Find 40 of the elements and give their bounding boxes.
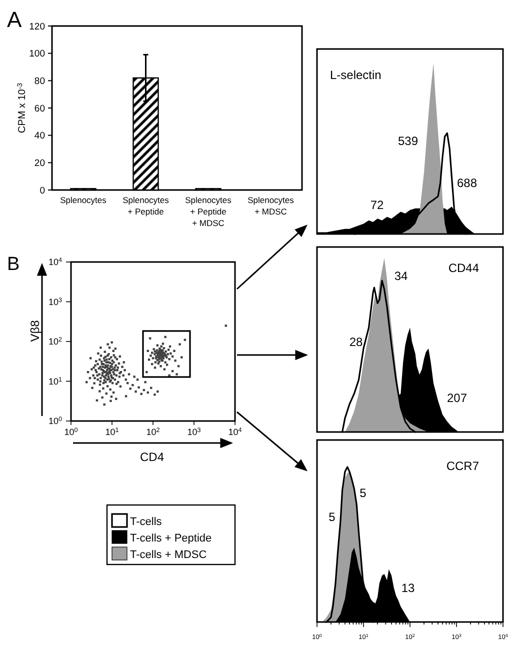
x-tick-label: 10$^{4}$ [228, 426, 242, 437]
x-tick-label: 10$^{2}$ [146, 426, 160, 437]
annotation: 539 [398, 134, 418, 148]
annotation: 207 [446, 391, 468, 405]
y-tick-label: 80 [34, 76, 45, 87]
y-tick-label: 40 [34, 130, 45, 142]
y-tick-label: 20 [34, 158, 45, 169]
chart-title: CCR7 [446, 459, 480, 473]
annotation: 688 [456, 176, 478, 190]
y-tick-label: 0 [40, 185, 45, 196]
y-tick-label: 60 [34, 103, 45, 114]
text: B [7, 254, 20, 275]
y-tick-label: 120 [29, 21, 45, 32]
text: A [7, 7, 22, 32]
x-tick-label: Splenocytes + Peptide [122, 195, 169, 216]
annotation: 13 [401, 581, 415, 595]
annotation: 5 [328, 510, 336, 524]
annotation: 72 [370, 198, 384, 212]
x-axis-title: CD4 [140, 450, 164, 464]
x-tick-label: 10$^{0}$ [64, 426, 78, 437]
x-tick-label: Splenocytes [60, 195, 106, 205]
y-tick-label: 10$^{4}$ [48, 256, 62, 268]
y-tick-label: 100 [29, 48, 45, 60]
x-tick-label: 10$^{1}$ [105, 426, 120, 437]
y-tick-label: 10$^{1}$ [48, 376, 62, 386]
x-tick-label: 10$^{3}$ [187, 426, 202, 437]
x-tick-label: Splenocytes + MDSC [248, 195, 294, 216]
y-tick-label: 10$^{3}$ [48, 296, 62, 307]
y-tick-label: 10$^{2}$ [48, 336, 62, 347]
y-axis-title: Vβ8 [28, 320, 42, 342]
legend-label: T-cells + Peptide [130, 532, 212, 544]
annotation: 5 [360, 486, 367, 500]
text: L-selectin [330, 68, 382, 82]
annotation: 28 [349, 335, 363, 349]
legend-label: T-cells + MDSC [130, 549, 207, 561]
annotation: 34 [394, 269, 408, 283]
y-tick-label: 10$^{0}$ [48, 416, 62, 426]
legend-label: T-cells [130, 516, 162, 528]
x-tick-label: Splenocytes + Peptide + MDSC [185, 195, 232, 228]
chart-title: CD44 [448, 261, 480, 275]
